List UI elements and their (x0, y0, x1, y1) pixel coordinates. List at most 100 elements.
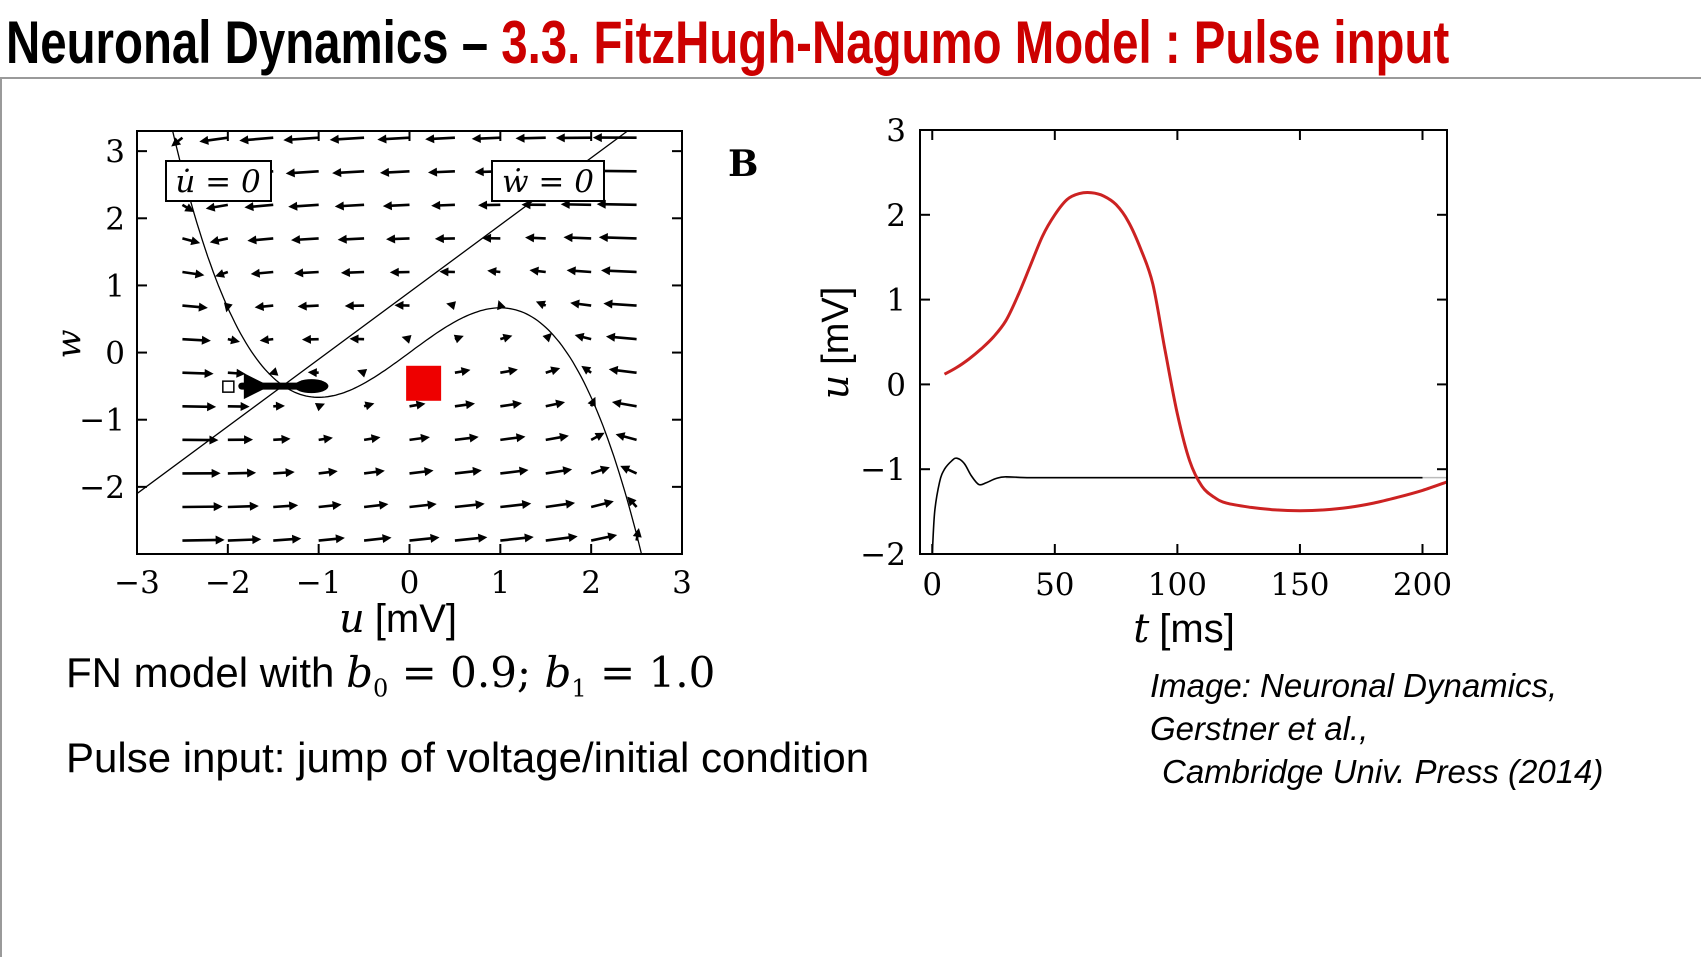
vector-arrow-5-6 (401, 335, 412, 344)
vector-arrow-9-2 (560, 199, 592, 209)
phase-xtick-label: 1 (490, 565, 510, 601)
vector-arrow-0-7 (182, 368, 214, 378)
vector-arrow-2-3 (247, 235, 274, 245)
vector-arrow-7-4 (487, 267, 501, 277)
time-ytick-label: 0 (886, 367, 906, 403)
slide-left-border (0, 79, 2, 957)
phase-xtick-label: −1 (296, 565, 342, 601)
phase-ytick-label: 0 (105, 336, 125, 372)
vector-arrow-3-2 (288, 201, 319, 211)
panel-label-b: B (728, 143, 758, 185)
vector-arrow-3-9 (318, 434, 333, 444)
vector-arrow-8-5 (535, 300, 547, 310)
phase-ytick-label: 3 (105, 134, 125, 170)
credit-line-2: Gerstner et al., (1150, 710, 1369, 747)
vector-arrow-6-3 (434, 234, 455, 244)
vector-arrow-8-6 (542, 332, 553, 343)
vector-arrow-9-12 (590, 532, 618, 542)
vector-arrow-1-6 (227, 335, 240, 345)
time-xtick-label: 150 (1270, 567, 1329, 603)
vector-arrow-9-11 (590, 499, 614, 509)
vector-arrow-5-0 (377, 134, 410, 144)
time-ytick-label: −2 (860, 537, 906, 573)
vector-arrow-8-9 (545, 432, 569, 442)
vector-arrow-6-9 (454, 433, 479, 443)
vector-arrow-3-11 (318, 501, 342, 510)
time-course-ylabel-symbol: u (813, 375, 857, 399)
vector-arrow-1-11 (227, 501, 259, 511)
title-subtitle: 3.3. FitzHugh-Nagumo Model : Pulse input (501, 9, 1450, 76)
b0-symbol: b (346, 648, 373, 697)
vector-arrow-3-1 (285, 168, 319, 178)
unperturbed-voltage-trace (931, 457, 1423, 554)
vector-arrow-5-12 (409, 533, 440, 543)
b0-subscript: 0 (372, 674, 389, 703)
u-nullcline-label: u̇ = 0 (165, 160, 272, 202)
vector-arrow-1-9 (227, 435, 254, 445)
vector-arrow-6-2 (431, 200, 455, 210)
vector-arrow-2-9 (273, 434, 291, 444)
vector-arrow-5-4 (389, 267, 410, 277)
model-parameters-caption: FN model with b0 = 0.9; b1 = 1.0 (66, 648, 715, 702)
vector-arrow-6-1 (427, 167, 455, 177)
vector-arrow-4-12 (363, 534, 392, 544)
time-course-chart: B 0 50 100 150 200 3 2 1 0 −1 −2 u [mV] t [ms] (728, 113, 1452, 652)
phase-xtick-label: 3 (672, 565, 692, 601)
vector-arrow-10-3 (598, 233, 637, 243)
vector-arrow-5-10 (409, 467, 434, 477)
b1-symbol: b (544, 648, 572, 697)
phase-ytick-label: −1 (79, 403, 125, 439)
vector-arrow-1-10 (227, 468, 257, 478)
phase-xtick-label: 0 (400, 565, 420, 601)
w-nullcline-line (137, 131, 629, 495)
phase-plane-chart: −3 −2 −1 0 1 2 3 3 2 1 0 −1 −2 u̇ = 0 ẇ = 0 w u [mV] (49, 130, 692, 642)
vector-arrow-0-0 (171, 136, 184, 147)
vector-arrow-4-4 (340, 268, 365, 278)
vector-arrow-9-7 (581, 365, 592, 375)
vector-arrow-1-7 (227, 368, 246, 378)
time-ytick-label: −1 (860, 452, 906, 488)
phase-plane-ticks: −3 −2 −1 0 1 2 3 3 2 1 0 −1 −2 (79, 131, 692, 601)
caption-prefix: FN model with (66, 649, 347, 696)
u-nullcline-curve (171, 131, 643, 554)
vector-arrow-5-8 (409, 400, 426, 410)
vector-arrow-2-0 (239, 135, 274, 145)
vector-arrow-5-3 (386, 234, 410, 244)
vector-arrow-8-7 (545, 366, 561, 376)
vector-arrow-10-8 (611, 399, 637, 408)
time-ytick-label: 1 (886, 283, 906, 319)
credit-line-3: Cambridge Univ. Press (2014) (1162, 753, 1604, 790)
vector-arrow-7-5 (497, 300, 506, 311)
vector-arrow-7-12 (500, 533, 534, 543)
vector-arrow-2-11 (273, 501, 299, 511)
vector-arrow-7-9 (500, 433, 526, 443)
vector-arrow-6-4 (439, 267, 455, 277)
vector-arrow-3-12 (318, 534, 345, 544)
vector-arrow-2-4 (250, 268, 274, 278)
phase-ytick-label: 1 (105, 268, 125, 304)
vector-arrow-8-12 (545, 533, 578, 543)
u-nullcline-label-box (165, 160, 272, 202)
phase-plane-xlabel-unit: [mV] (375, 597, 457, 641)
vector-arrow-6-12 (454, 533, 488, 543)
vector-arrow-7-10 (500, 466, 529, 476)
phase-ytick-label: 2 (105, 201, 125, 237)
vector-arrow-1-0 (199, 135, 229, 145)
vector-arrow-10-6 (605, 332, 637, 342)
vector-arrow-6-8 (454, 400, 476, 410)
vector-arrow-10-11 (627, 496, 638, 508)
vector-arrow-9-0 (555, 133, 592, 143)
vector-arrow-0-12 (182, 535, 225, 545)
vector-arrow-3-5 (297, 301, 319, 311)
phase-plane-xlabel: u [mV] (339, 596, 457, 642)
vector-arrow-0-5 (182, 302, 208, 312)
relaxation-trajectory (238, 373, 329, 400)
vector-arrow-0-8 (182, 402, 217, 412)
vector-arrow-2-5 (254, 302, 274, 311)
phase-ytick-label: −2 (79, 470, 125, 506)
vector-arrow-7-11 (500, 500, 532, 509)
vector-arrow-2-6 (259, 335, 274, 345)
vector-arrow-9-5 (570, 299, 592, 309)
time-course-xlabel: t [ms] (1133, 606, 1235, 652)
